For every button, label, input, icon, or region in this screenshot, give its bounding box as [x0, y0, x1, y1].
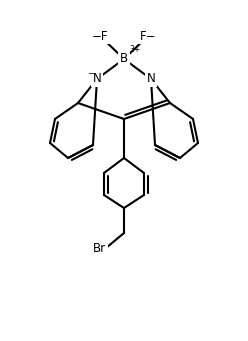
Text: B: B — [120, 53, 128, 65]
Text: N: N — [147, 73, 155, 86]
Text: −: − — [88, 70, 94, 78]
Text: N: N — [93, 73, 101, 86]
Text: Br: Br — [93, 241, 106, 254]
Text: −F: −F — [92, 30, 108, 43]
Text: 3+: 3+ — [129, 45, 140, 54]
Text: F−: F− — [140, 30, 156, 43]
